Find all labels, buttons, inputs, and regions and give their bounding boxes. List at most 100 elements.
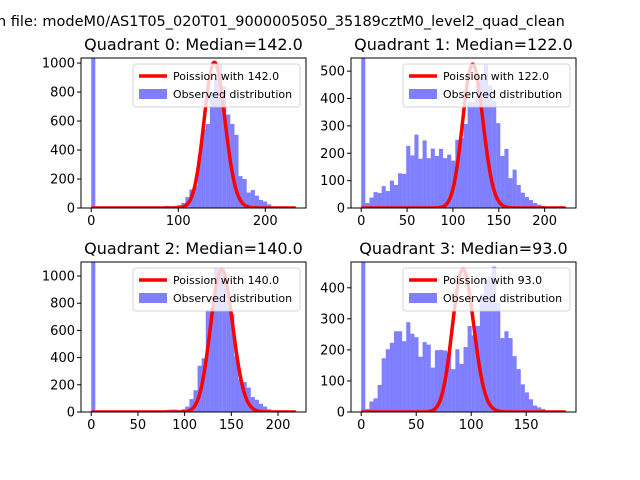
histogram-bar <box>238 379 243 412</box>
y-tick-label: 0 <box>337 406 345 421</box>
histogram-bar <box>434 155 439 208</box>
histogram-bar <box>189 399 194 412</box>
histogram-bar <box>455 349 460 412</box>
histogram-bar <box>504 148 509 208</box>
histogram-bar <box>414 134 419 208</box>
axes-frame <box>80 57 307 209</box>
y-tick-label: 400 <box>320 92 345 107</box>
histogram-bar <box>91 262 96 412</box>
histogram-bar <box>459 363 464 412</box>
histogram-bar <box>373 398 378 412</box>
histogram-bar <box>201 129 206 208</box>
histogram-bar <box>479 294 484 412</box>
histogram-bar <box>263 201 268 208</box>
y-tick-label: 1000 <box>42 57 75 72</box>
x-tick-label: 100 <box>166 214 191 229</box>
histogram-bar <box>418 356 423 412</box>
histogram-bar <box>443 158 448 208</box>
legend-observed-swatch <box>409 89 437 99</box>
histogram-bar <box>385 349 390 412</box>
subplot-title: Quadrant 1: Median=122.0 <box>354 35 573 54</box>
x-tick-label: 0 <box>87 418 95 433</box>
histogram-bar <box>267 204 272 208</box>
histogram-bar <box>488 85 493 208</box>
histogram-bar <box>238 176 243 208</box>
y-tick-label: 800 <box>50 297 75 312</box>
histogram-bar <box>488 276 493 412</box>
legend-poisson-label: Poission with 142.0 <box>173 70 279 83</box>
y-tick-label: 200 <box>320 343 345 358</box>
histogram-bar <box>381 186 386 208</box>
histogram-bar <box>438 349 444 412</box>
histogram-bar <box>418 158 423 208</box>
x-tick-label: 200 <box>266 418 291 433</box>
axes-frame <box>350 57 577 209</box>
histogram-bar <box>402 173 407 208</box>
y-tick-label: 400 <box>50 351 75 366</box>
histogram-bar <box>185 406 190 412</box>
histogram-bar <box>254 195 259 208</box>
x-tick-label: 150 <box>486 214 511 229</box>
histogram-bar <box>471 102 476 208</box>
histogram-bar <box>496 123 501 208</box>
histogram-bar <box>434 350 439 412</box>
histogram-bar <box>365 203 370 208</box>
subplot-quadrant-1: Quadrant 1: Median=122.0 0 50 100 150 200 0 100… <box>320 35 577 229</box>
legend-box <box>132 63 301 108</box>
histogram-bar <box>516 185 521 208</box>
histogram-bar <box>537 407 542 412</box>
histogram-bar <box>528 399 534 412</box>
histogram-bar <box>193 185 198 208</box>
histogram-bar <box>91 58 96 208</box>
subplot-quadrant-3: Quadrant 3: Median=93.0 0 50 100 150 0 100 200 3… <box>320 239 577 433</box>
y-tick-label: 200 <box>320 147 345 162</box>
histogram-bar <box>533 203 538 208</box>
histogram-bar <box>209 308 214 412</box>
histogram-bar <box>410 155 415 208</box>
histogram-bar <box>508 178 513 208</box>
axes-frame <box>350 261 577 413</box>
histogram-bar <box>385 191 390 208</box>
histogram-bar <box>500 338 505 412</box>
histogram-bar <box>389 180 394 208</box>
legend-box <box>402 267 571 312</box>
x-tick-label: 50 <box>130 418 147 433</box>
legend: Poission with 93.0 Observed distribution <box>402 267 571 312</box>
histogram-bar <box>500 155 505 208</box>
histogram-bar <box>381 358 386 412</box>
histogram-bar <box>479 76 484 208</box>
histogram-bar <box>234 356 239 412</box>
histogram-bar <box>463 347 468 412</box>
y-tick-label: 300 <box>320 119 345 134</box>
histogram-bar <box>205 123 210 208</box>
histogram-bar <box>393 331 399 412</box>
x-tick-label: 150 <box>514 418 539 433</box>
histogram-bar <box>406 145 411 208</box>
histogram-bar <box>463 123 468 208</box>
histogram-bar <box>222 273 227 412</box>
histogram-bar <box>533 405 538 412</box>
histogram-bar <box>406 322 411 412</box>
histogram-bar <box>516 369 521 412</box>
histogram-bar <box>246 387 251 412</box>
x-tick-label: 100 <box>441 214 466 229</box>
histogram-bar <box>377 384 382 412</box>
histogram-bar <box>226 300 231 412</box>
y-tick-label: 300 <box>320 312 345 327</box>
axes-frame <box>80 261 307 413</box>
y-tick-label: 200 <box>50 378 75 393</box>
y-tick-label: 200 <box>50 173 75 188</box>
y-tick-label: 500 <box>320 65 345 80</box>
y-tick-label: 600 <box>50 324 75 339</box>
y-tick-label: 0 <box>67 406 75 421</box>
histogram-bar <box>496 303 501 412</box>
x-tick-label: 200 <box>253 214 278 229</box>
histogram-bar <box>520 192 525 208</box>
x-tick-label: 100 <box>459 418 484 433</box>
histogram-bar <box>398 331 403 412</box>
subplot-quadrant-2: Quadrant 2: Median=140.0 0 50 100 150 200 0 200… <box>42 239 307 433</box>
legend-observed-label: Observed distribution <box>173 88 292 101</box>
histogram-bar <box>205 310 210 412</box>
histogram-bar <box>250 190 255 208</box>
histogram-bar <box>422 140 427 208</box>
